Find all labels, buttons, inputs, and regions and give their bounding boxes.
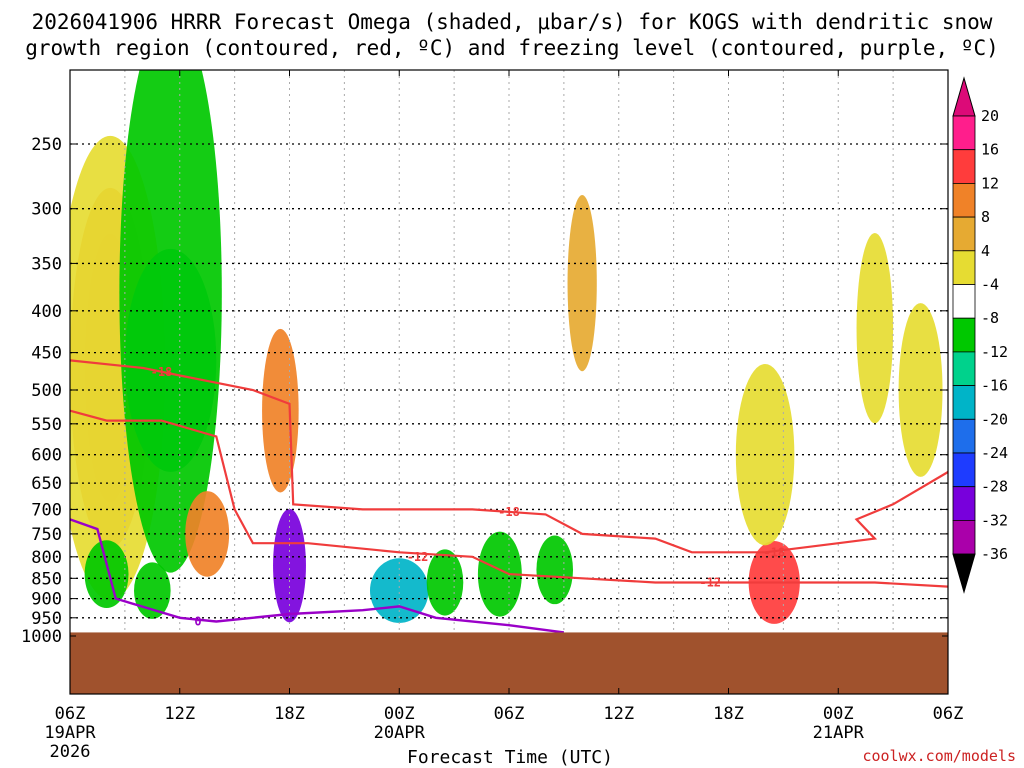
colorbar-label-12: -32 bbox=[981, 511, 1008, 529]
contour-label-m12-a: -12 bbox=[407, 550, 429, 564]
colorbar-swatch-5 bbox=[952, 284, 976, 319]
ground-surface bbox=[70, 632, 948, 694]
colorbar-swatch-4 bbox=[952, 250, 976, 285]
xtick-label-18: 00Z bbox=[384, 704, 415, 724]
omega-cell-13 bbox=[536, 535, 574, 605]
ytick-label-800: 800 bbox=[31, 548, 62, 568]
ytick-label-700: 700 bbox=[31, 500, 62, 520]
ytick-label-750: 750 bbox=[31, 525, 62, 545]
xtick-date-18: 20APR bbox=[374, 723, 426, 743]
colorbar-swatch-3 bbox=[952, 216, 976, 252]
ytick-label-350: 350 bbox=[31, 254, 62, 274]
grid bbox=[70, 70, 948, 694]
colorbar-label-13: -36 bbox=[981, 545, 1008, 563]
contour-label-0c: 0 bbox=[194, 615, 201, 629]
omega-cell-8 bbox=[273, 508, 306, 623]
contour-label-m18-b: -18 bbox=[498, 505, 520, 519]
colorbar-swatch-8 bbox=[952, 385, 976, 420]
colorbar-label-9: -20 bbox=[981, 410, 1008, 428]
omega-cell-18 bbox=[856, 232, 894, 424]
dgz-minus12-contour bbox=[69, 409, 949, 588]
xtick-label-6: 12Z bbox=[164, 704, 195, 724]
freezing-level-contour bbox=[69, 518, 565, 634]
colorbar-swatch-6 bbox=[952, 317, 976, 353]
chart-title-line2: growth region (contoured, red, ºC) and f… bbox=[25, 36, 999, 60]
colorbar-top-arrow bbox=[952, 76, 976, 117]
ytick-label-600: 600 bbox=[31, 446, 62, 466]
omega-cell-11 bbox=[426, 549, 464, 616]
xtick-date-42: 21APR bbox=[813, 723, 865, 743]
omega-cell-14 bbox=[567, 195, 597, 372]
colorbar-swatch-9 bbox=[952, 418, 976, 454]
colorbar-swatch-1 bbox=[952, 149, 976, 184]
contours: -18 -18 -18 -12 -12 0 bbox=[69, 359, 949, 634]
xtick-date-0: 19APR bbox=[44, 723, 96, 743]
colorbar-label-8: -16 bbox=[981, 377, 1008, 395]
omega-cell-4 bbox=[119, 70, 222, 573]
contour-label-m18-c: -18 bbox=[763, 545, 785, 559]
colorbar-label-1: 16 bbox=[981, 141, 999, 159]
colorbar-swatch-0 bbox=[952, 115, 976, 151]
ytick-label-550: 550 bbox=[31, 415, 62, 435]
colorbar-swatch-2 bbox=[952, 182, 976, 218]
xtick-label-24: 06Z bbox=[494, 704, 525, 724]
colorbar-label-7: -12 bbox=[981, 343, 1008, 361]
colorbar-label-11: -28 bbox=[981, 478, 1008, 496]
xtick-label-48: 06Z bbox=[933, 704, 964, 724]
colorbar-label-10: -24 bbox=[981, 444, 1008, 462]
xtick-label-36: 18Z bbox=[713, 704, 744, 724]
colorbar-label-3: 8 bbox=[981, 208, 990, 226]
contour-label-m12-b: -12 bbox=[699, 575, 721, 589]
ytick-label-1000: 1000 bbox=[21, 627, 62, 647]
omega-cell-16 bbox=[735, 364, 795, 546]
colorbar-label-0: 20 bbox=[981, 107, 999, 125]
colorbar-label-4: 4 bbox=[981, 242, 990, 260]
y-axis: 2503003504004505005506006507007508008509… bbox=[21, 135, 948, 647]
colorbar-swatch-11 bbox=[952, 486, 976, 521]
colorbar-swatch-10 bbox=[952, 452, 976, 488]
colorbar-label-2: 12 bbox=[981, 174, 999, 192]
chart-title-line1: 2026041906 HRRR Forecast Omega (shaded, … bbox=[32, 10, 993, 34]
xtick-label-42: 00Z bbox=[823, 704, 854, 724]
xtick-label-12: 18Z bbox=[274, 704, 305, 724]
colorbar-swatch-12 bbox=[952, 520, 976, 555]
ytick-label-300: 300 bbox=[31, 200, 62, 220]
credit-text: coolwx.com/models bbox=[862, 747, 1016, 765]
ytick-label-450: 450 bbox=[31, 344, 62, 364]
omega-cell-6 bbox=[134, 562, 171, 619]
xtick-year-0: 2026 bbox=[50, 742, 91, 762]
omega-cell-7 bbox=[185, 491, 230, 577]
ytick-label-400: 400 bbox=[31, 302, 62, 322]
omega-cell-9 bbox=[262, 328, 299, 493]
ytick-label-500: 500 bbox=[31, 381, 62, 401]
xtick-label-0: 06Z bbox=[55, 704, 86, 724]
colorbar-swatch-7 bbox=[952, 351, 976, 386]
ytick-label-850: 850 bbox=[31, 569, 62, 589]
colorbar: 20 16 12 8 4 -4 -8 -12 -16 -20 -24 -28 -32 -36 bbox=[952, 76, 1008, 594]
ytick-label-950: 950 bbox=[31, 609, 62, 629]
ytick-label-900: 900 bbox=[31, 590, 62, 610]
ytick-label-250: 250 bbox=[31, 135, 62, 155]
colorbar-bottom-arrow bbox=[952, 553, 976, 594]
omega-cell-12 bbox=[477, 531, 522, 617]
xtick-label-30: 12Z bbox=[603, 704, 634, 724]
omega-cell-17 bbox=[898, 303, 943, 477]
colorbar-label-6: -8 bbox=[981, 309, 999, 327]
contour-label-m18-a: -18 bbox=[151, 365, 173, 379]
omega-cell-5 bbox=[84, 540, 129, 609]
ytick-label-650: 650 bbox=[31, 474, 62, 494]
dgz-minus18-contour bbox=[69, 359, 949, 554]
colorbar-label-5: -4 bbox=[981, 276, 999, 294]
x-axis-label: Forecast Time (UTC) bbox=[407, 747, 613, 768]
